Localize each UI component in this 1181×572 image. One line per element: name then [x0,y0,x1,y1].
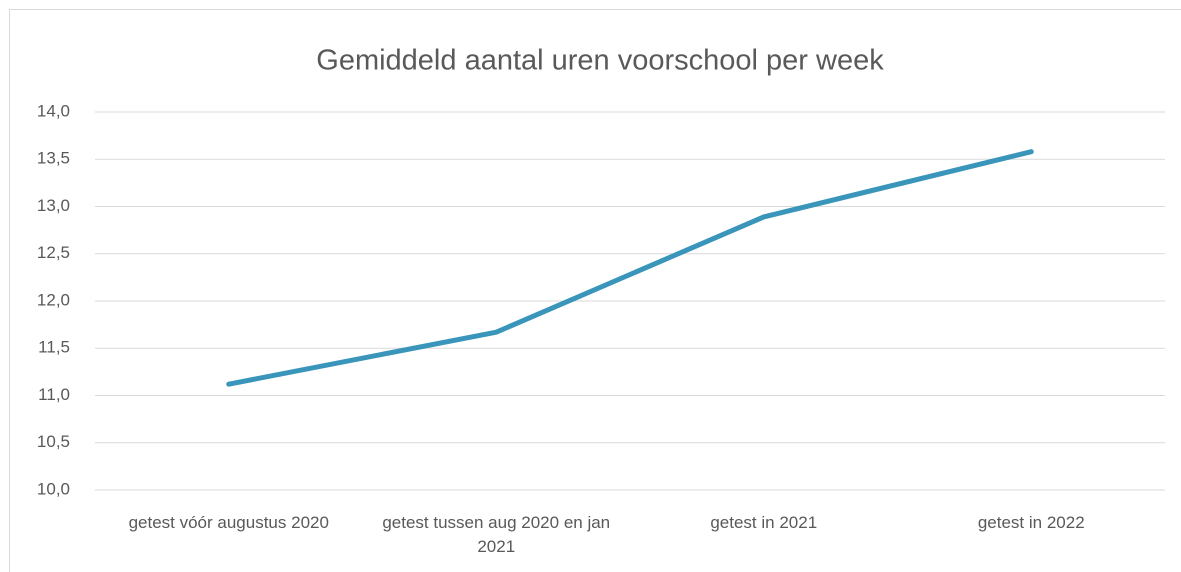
y-tick-label: 10,5 [37,432,70,451]
y-tick-label: 11,0 [38,385,70,404]
x-tick-label: getest vóór augustus 2020 [128,513,329,532]
x-tick-label: getest in 2021 [710,513,818,532]
y-tick-label: 14,0 [37,101,70,120]
y-tick-label: 12,0 [37,290,70,309]
chart-border [9,9,1181,572]
x-tick-label: getest in 2022 [977,513,1085,532]
line-series [226,149,1034,387]
y-tick-label: 11,5 [38,338,70,357]
y-tick-label: 12,5 [37,243,70,262]
y-tick-label: 13,0 [37,196,70,215]
y-tick-label: 13,5 [37,149,70,168]
chart-title: Gemiddeld aantal uren voorschool per wee… [316,45,884,77]
x-tick-label: getest tussen aug 2020 en jan 2021 [382,513,611,556]
y-tick-label: 10,0 [37,479,70,498]
